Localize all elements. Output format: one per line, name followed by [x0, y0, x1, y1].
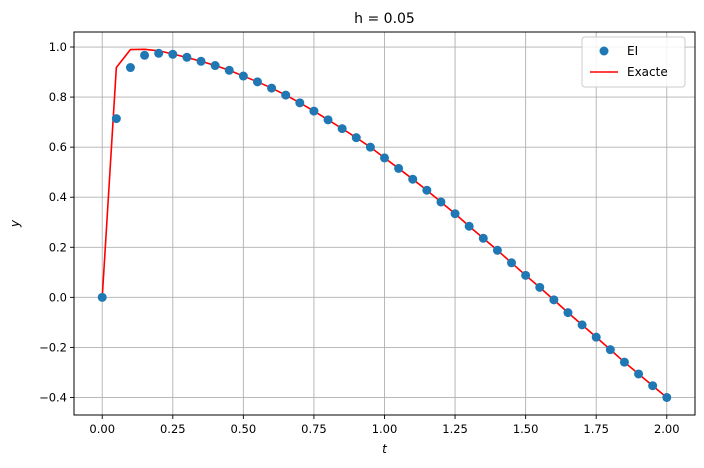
ei-data-point: [351, 133, 361, 143]
ei-data-point: [619, 357, 629, 367]
ei-data-point: [267, 83, 277, 93]
ei-data-point: [182, 52, 192, 62]
ei-data-point: [295, 98, 305, 108]
plot-frame: [73, 31, 696, 416]
x-axis-label: t: [382, 442, 388, 456]
plot-series: [97, 48, 672, 402]
ei-data-point: [323, 115, 333, 125]
ei-data-point: [252, 77, 262, 87]
ei-data-point: [521, 270, 531, 280]
grid: [74, 32, 695, 415]
ei-data-point: [125, 63, 135, 73]
ei-data-point: [492, 245, 502, 255]
ei-data-point: [168, 49, 178, 59]
ei-data-point: [634, 369, 644, 379]
ei-data-point: [648, 381, 658, 391]
y-tick-label: 0.0: [49, 290, 67, 304]
x-tick-label: 0.25: [160, 422, 186, 436]
ei-data-point: [224, 65, 234, 75]
legend: EI Exacte: [581, 36, 686, 88]
ei-data-point: [549, 295, 559, 305]
y-tick-label: 0.2: [49, 240, 67, 254]
ei-data-point: [196, 56, 206, 66]
ei-data-point: [281, 90, 291, 100]
x-tick-label: 0.00: [89, 422, 115, 436]
ei-data-point: [605, 345, 615, 355]
ei-data-point: [309, 106, 319, 116]
y-axis-label: y: [8, 219, 22, 228]
y-tick-label: 1.0: [49, 40, 67, 54]
x-tick-label: 1.75: [583, 422, 609, 436]
x-tick-label: 1.00: [372, 422, 398, 436]
y-tick-label: 0.8: [49, 90, 67, 104]
ei-data-point: [97, 292, 107, 302]
legend-label-ei: EI: [627, 44, 638, 58]
ei-data-point: [577, 320, 587, 330]
ei-data-point: [380, 153, 389, 163]
y-tick-label: 0.4: [49, 190, 67, 204]
ei-data-point: [507, 258, 517, 268]
y-tick-label: −0.2: [39, 340, 67, 354]
legend-marker-ei: [599, 46, 609, 56]
axis-ticks: 0.00 0.25 0.50 0.75 1.00 1.25 1.50 1.75 2.00 −0.4…: [39, 40, 680, 436]
ei-data-point: [662, 392, 672, 402]
ei-data-point: [210, 61, 220, 71]
x-tick-label: 0.50: [231, 422, 257, 436]
ei-data-point: [337, 124, 347, 134]
ei-data-point: [464, 221, 474, 231]
x-tick-label: 2.00: [654, 422, 680, 436]
x-tick-label: 1.25: [442, 422, 468, 436]
ei-data-point: [154, 48, 164, 58]
ei-data-point: [365, 142, 375, 152]
ei-data-point: [111, 114, 121, 124]
ei-data-point: [394, 163, 404, 173]
legend-label-exacte: Exacte: [627, 65, 668, 79]
ei-data-point: [238, 71, 248, 81]
ei-data-point: [408, 174, 418, 184]
ei-data-point: [450, 209, 460, 219]
ei-data-point: [422, 185, 432, 195]
y-tick-label: −0.4: [39, 390, 67, 404]
ei-data-point: [535, 282, 545, 292]
ei-data-point: [478, 233, 488, 243]
ei-data-point: [140, 50, 150, 60]
y-tick-label: 0.6: [49, 140, 67, 154]
ei-data-point: [563, 308, 573, 318]
x-tick-label: 0.75: [301, 422, 327, 436]
ei-data-point: [591, 332, 601, 342]
chart-title: h = 0.05: [354, 11, 415, 27]
ei-data-point: [436, 197, 446, 207]
x-tick-label: 1.50: [513, 422, 539, 436]
